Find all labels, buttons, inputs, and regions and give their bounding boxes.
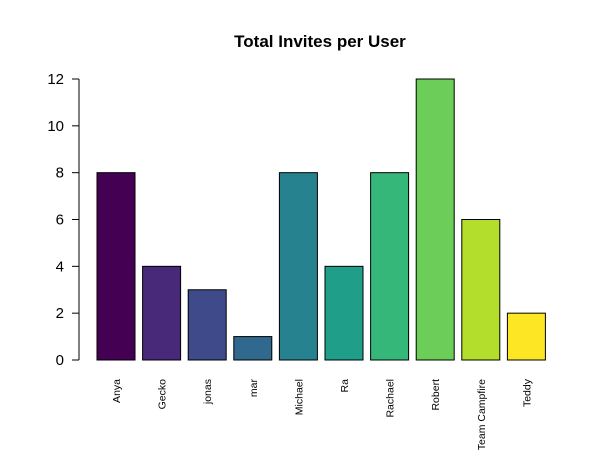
x-axis-labels: Anya Gecko jonas mar Michael Ra Rachael Robert T…	[111, 378, 533, 450]
y-tick-label: 6	[56, 212, 64, 229]
bar-ra	[324, 265, 364, 361]
bar-teddy	[506, 312, 546, 361]
y-axis: 0 2 4 6 8 10 12	[47, 71, 80, 369]
x-tick-label: Team Campfire	[476, 379, 488, 450]
chart-title: Total Invites per User	[234, 32, 406, 51]
bar-rachael	[370, 172, 410, 361]
y-tick-label: 2	[56, 305, 64, 322]
x-tick-label: mar	[248, 379, 260, 398]
x-tick-label: Gecko	[157, 379, 169, 410]
bar-michael	[278, 172, 318, 361]
y-tick-label: 10	[47, 118, 64, 135]
bar-team-campfire	[461, 219, 501, 361]
x-tick-label: Michael	[293, 379, 305, 415]
x-tick-label: Rachael	[385, 379, 397, 418]
bar-robert	[415, 78, 455, 361]
bars-group	[96, 78, 546, 361]
x-tick-label: Teddy	[521, 378, 533, 407]
x-tick-label: Anya	[111, 379, 123, 403]
y-tick-label: 8	[56, 165, 64, 182]
y-tick-label: 4	[56, 258, 64, 275]
y-tick-label: 12	[47, 71, 64, 88]
x-tick-label: Ra	[339, 379, 351, 393]
bar-jonas	[187, 289, 227, 361]
x-tick-label: Robert	[430, 379, 442, 411]
bar-gecko	[142, 265, 182, 361]
y-tick-label: 0	[56, 352, 64, 369]
bar-mar	[233, 336, 273, 361]
x-tick-label: jonas	[202, 379, 214, 405]
bar-anya	[96, 172, 136, 361]
